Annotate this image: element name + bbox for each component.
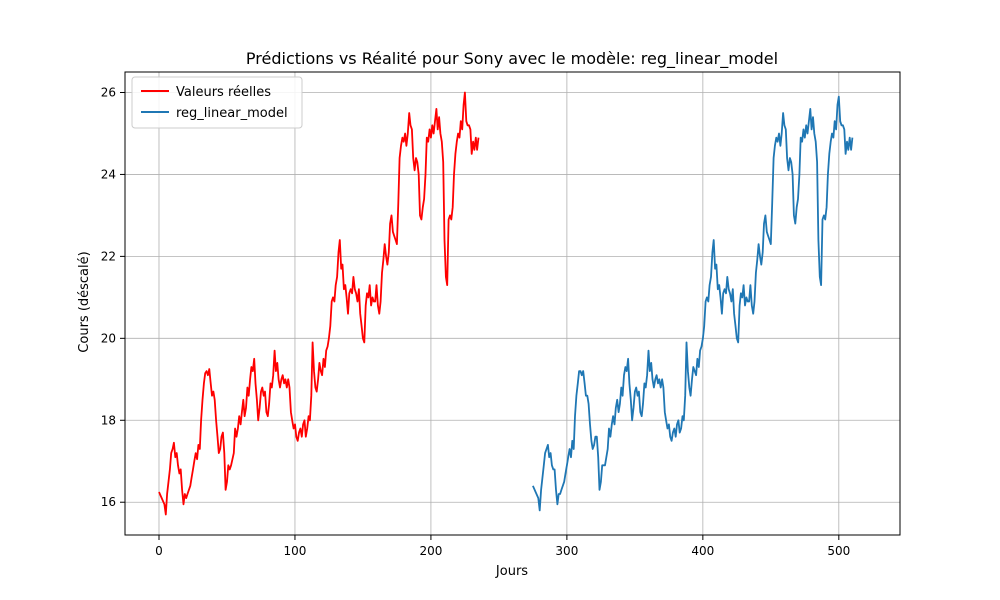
- x-axis-label: Jours: [495, 564, 528, 579]
- y-tick-label: 16: [101, 495, 116, 509]
- y-tick-label: 18: [101, 413, 116, 427]
- legend-box: [131, 76, 303, 129]
- x-tick-label: 100: [284, 544, 307, 558]
- x-tick-label: 400: [691, 544, 714, 558]
- legend: Valeurs réelles reg_linear_model: [131, 76, 303, 129]
- y-tick-label: 22: [101, 249, 116, 263]
- series-line-valeurs-reelles: [158, 91, 480, 516]
- y-tick-label: 24: [101, 167, 116, 181]
- x-tick-label: 500: [827, 544, 850, 558]
- grid-lines: [125, 72, 900, 535]
- x-tick-label: 300: [555, 544, 578, 558]
- axes-frame: [124, 71, 901, 536]
- legend-label-reg-linear-model: reg_linear_model: [176, 106, 288, 121]
- y-tick-label: 20: [101, 331, 116, 345]
- plot-lines: [158, 91, 854, 516]
- chart-title: Prédictions vs Réalité pour Sony avec le…: [246, 49, 778, 69]
- x-tick-label: 200: [419, 544, 442, 558]
- y-tick-label: 26: [101, 85, 116, 99]
- legend-label-valeurs-reelles: Valeurs réelles: [176, 85, 271, 100]
- y-axis-ticks: 16 18 20 22 24 26: [101, 85, 125, 509]
- y-axis-label: Cours (déscalé): [77, 251, 92, 352]
- x-axis-ticks: 0 100 200 300 400 500: [155, 535, 850, 558]
- series-line-reg-linear-model: [532, 95, 854, 512]
- x-tick-label: 0: [155, 544, 163, 558]
